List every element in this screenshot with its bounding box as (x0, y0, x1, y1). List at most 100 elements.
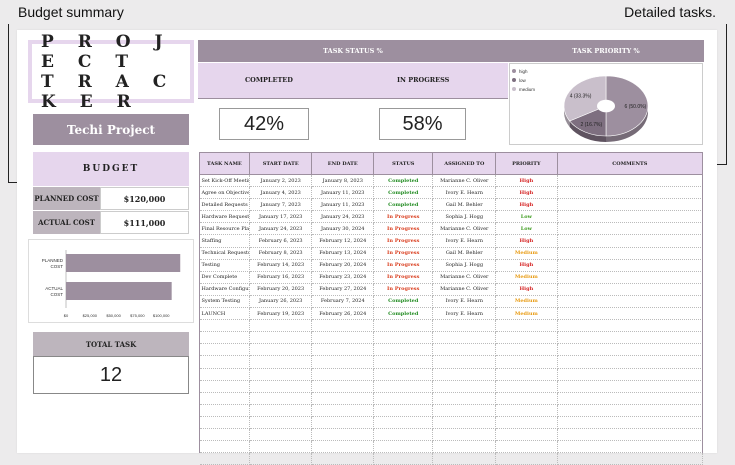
empty-cell[interactable] (199, 440, 250, 454)
empty-cell[interactable] (311, 428, 375, 442)
assignee-cell[interactable]: Gail M. Behler (432, 198, 497, 212)
status-cell[interactable]: Completed (373, 198, 434, 212)
empty-cell[interactable] (373, 331, 434, 345)
assignee-cell[interactable]: Sophia J. Hogg (432, 210, 497, 224)
empty-cell[interactable] (557, 404, 704, 417)
empty-cell[interactable] (373, 440, 434, 454)
status-cell[interactable]: In Progress (373, 222, 434, 236)
table-row[interactable]: Testing February 14, 2023 February 20, 202… (199, 259, 704, 272)
priority-cell[interactable]: Low (495, 222, 558, 236)
empty-cell[interactable] (249, 440, 313, 454)
task-name-cell[interactable]: Technical Requests (199, 247, 250, 260)
empty-cell[interactable] (495, 368, 558, 381)
task-name-cell[interactable]: LAUNCH (199, 307, 250, 321)
priority-cell[interactable]: Medium (495, 271, 558, 284)
header-end-date[interactable]: END DATE (311, 152, 375, 175)
priority-cell[interactable]: High (495, 186, 558, 200)
empty-row[interactable] (199, 380, 704, 393)
empty-cell[interactable] (199, 428, 250, 442)
empty-cell[interactable] (557, 440, 704, 454)
empty-cell[interactable] (311, 452, 375, 465)
empty-cell[interactable] (495, 404, 558, 417)
end-date-cell[interactable]: January 11, 2023 (311, 186, 375, 200)
empty-cell[interactable] (249, 392, 313, 405)
priority-cell[interactable]: High (495, 198, 558, 212)
end-date-cell[interactable]: January 30, 2024 (311, 222, 375, 236)
comments-cell[interactable] (557, 283, 704, 296)
empty-cell[interactable] (199, 392, 250, 405)
empty-cell[interactable] (373, 428, 434, 442)
empty-cell[interactable] (249, 380, 313, 393)
status-cell[interactable]: In Progress (373, 259, 434, 272)
empty-cell[interactable] (373, 404, 434, 417)
empty-cell[interactable] (373, 416, 434, 429)
task-name-cell[interactable]: Final Resource Plan (199, 222, 250, 236)
assignee-cell[interactable]: Marianne C. Oliver (432, 271, 497, 284)
empty-cell[interactable] (557, 331, 704, 345)
empty-cell[interactable] (373, 392, 434, 405)
task-name-cell[interactable]: Staffing (199, 234, 250, 248)
empty-cell[interactable] (373, 380, 434, 393)
empty-row[interactable] (199, 319, 704, 333)
assignee-cell[interactable]: Ivory E. Hearn (432, 234, 497, 248)
empty-cell[interactable] (373, 452, 434, 465)
status-cell[interactable]: In Progress (373, 234, 434, 248)
end-date-cell[interactable]: February 27, 2024 (311, 283, 375, 296)
empty-row[interactable] (199, 452, 704, 465)
empty-cell[interactable] (557, 368, 704, 381)
table-row[interactable]: Hardware Requests January 17, 2023 January… (199, 210, 704, 224)
empty-cell[interactable] (249, 343, 313, 357)
empty-row[interactable] (199, 416, 704, 429)
empty-cell[interactable] (249, 355, 313, 369)
table-row[interactable]: LAUNCH February 19, 2023 February 26, 2024… (199, 307, 704, 321)
priority-cell[interactable]: High (495, 174, 558, 188)
empty-cell[interactable] (495, 319, 558, 333)
assignee-cell[interactable]: Sophia J. Hogg (432, 259, 497, 272)
empty-cell[interactable] (557, 428, 704, 442)
start-date-cell[interactable]: February 14, 2023 (249, 259, 313, 272)
planned-cost-value[interactable]: $120,000 (100, 187, 189, 210)
table-row[interactable]: Agree on Objectives January 4, 2023 Januar… (199, 186, 704, 200)
empty-cell[interactable] (495, 416, 558, 429)
start-date-cell[interactable]: January 2, 2023 (249, 174, 313, 188)
comments-cell[interactable] (557, 259, 704, 272)
empty-cell[interactable] (199, 404, 250, 417)
header-status[interactable]: STATUS (373, 152, 434, 175)
empty-cell[interactable] (311, 368, 375, 381)
table-row[interactable]: Hardware ConfigurationFebruary 20, 2023F… (199, 283, 704, 296)
empty-cell[interactable] (495, 428, 558, 442)
empty-cell[interactable] (199, 380, 250, 393)
empty-cell[interactable] (373, 319, 434, 333)
empty-cell[interactable] (432, 452, 497, 465)
start-date-cell[interactable]: February 6, 2023 (249, 234, 313, 248)
task-name-cell[interactable]: Dev Complete (199, 271, 250, 284)
table-row[interactable]: Staffing February 6, 2023 February 12, 202… (199, 234, 704, 248)
header-comments[interactable]: COMMENTS (556, 152, 704, 175)
task-name-cell[interactable]: Set Kick-Off Meeting (199, 174, 250, 188)
empty-cell[interactable] (495, 355, 558, 369)
priority-cell[interactable]: High (495, 234, 558, 248)
empty-row[interactable] (199, 392, 704, 405)
priority-cell[interactable]: Medium (495, 295, 558, 309)
task-name-cell[interactable]: System Testing (199, 295, 250, 309)
empty-cell[interactable] (373, 368, 434, 381)
priority-cell[interactable]: High (495, 283, 558, 296)
comments-cell[interactable] (557, 186, 704, 200)
priority-cell[interactable]: Medium (495, 307, 558, 321)
comments-cell[interactable] (557, 234, 704, 248)
empty-row[interactable] (199, 404, 704, 417)
table-row[interactable]: Technical Requests February 8, 2023 Februa… (199, 247, 704, 260)
empty-cell[interactable] (432, 331, 497, 345)
start-date-cell[interactable]: January 17, 2023 (249, 210, 313, 224)
header-assigned-to[interactable]: ASSIGNED TO (432, 152, 497, 175)
start-date-cell[interactable]: January 24, 2023 (249, 222, 313, 236)
empty-row[interactable] (199, 355, 704, 369)
empty-cell[interactable] (311, 355, 375, 369)
assignee-cell[interactable]: Ivory E. Hearn (432, 307, 497, 321)
start-date-cell[interactable]: January 7, 2023 (249, 198, 313, 212)
start-date-cell[interactable]: February 16, 2023 (249, 271, 313, 284)
empty-cell[interactable] (557, 380, 704, 393)
comments-cell[interactable] (557, 210, 704, 224)
empty-cell[interactable] (199, 355, 250, 369)
table-row[interactable]: Detailed Requests January 7, 2023 January … (199, 198, 704, 212)
